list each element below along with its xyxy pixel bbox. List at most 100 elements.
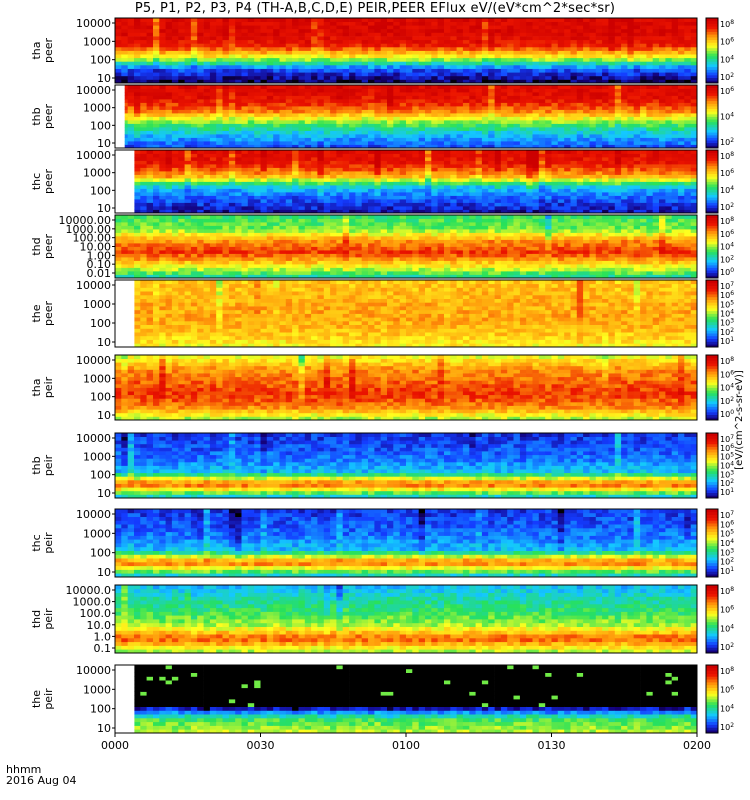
spectrogram-cell: [437, 153, 445, 158]
spectrogram-cell: [633, 43, 641, 48]
spectrogram-cell: [640, 50, 647, 55]
spectrogram-cell: [216, 164, 223, 168]
spectrogram-cell: [665, 171, 673, 175]
spectrogram-cell: [323, 21, 331, 26]
spectrogram-cell: [671, 32, 679, 37]
spectrogram-cell: [317, 188, 325, 193]
spectrogram-cell: [349, 188, 356, 193]
spectrogram-cell: [330, 127, 337, 131]
spectrogram-cell: [178, 202, 185, 207]
spectrogram-cell: [153, 188, 160, 193]
spectrogram-cell: [595, 61, 603, 66]
spectrogram-cell: [412, 123, 419, 128]
spectrogram-cell: [235, 160, 242, 165]
spectrogram-cell: [450, 171, 457, 175]
spectrogram-cell: [627, 192, 635, 196]
spectrogram-cell: [273, 178, 280, 182]
spectrogram-cell: [462, 127, 470, 131]
spectrogram-cell: [627, 57, 635, 62]
spectrogram-cell: [146, 36, 154, 41]
spectrogram-cell: [659, 36, 666, 41]
spectrogram-cell: [298, 99, 306, 103]
spectrogram-cell: [330, 188, 337, 193]
spectrogram-cell: [197, 141, 204, 145]
spectrogram-cell: [595, 185, 603, 189]
spectrogram-cell: [450, 167, 457, 172]
spectrogram-cell: [481, 206, 489, 210]
spectrogram-cell: [488, 123, 495, 128]
spectrogram-cell: [621, 109, 628, 114]
spectrogram-cell: [640, 167, 647, 172]
spectrogram-cell: [197, 157, 204, 161]
spectrogram-cell: [671, 25, 679, 30]
spectrogram-cell: [153, 134, 160, 138]
spectrogram-cell: [247, 174, 255, 179]
spectrogram-cell: [526, 64, 533, 69]
colorbar-segment: [706, 129, 718, 133]
spectrogram-cell: [273, 72, 280, 77]
spectrogram-cell: [526, 39, 533, 44]
spectrogram-cell: [374, 185, 382, 189]
spectrogram-cell: [412, 202, 419, 207]
spectrogram-cell: [444, 185, 451, 189]
spectrogram-cell: [488, 199, 495, 203]
spectrogram-cell: [646, 99, 654, 103]
spectrogram-cell: [425, 64, 432, 69]
spectrogram-cell: [431, 95, 438, 100]
spectrogram-cell: [216, 123, 223, 128]
spectrogram-cell: [684, 113, 691, 117]
spectrogram-cell: [418, 28, 426, 33]
spectrogram-cell: [538, 75, 546, 80]
spectrogram-cell: [216, 46, 223, 51]
spectrogram-cell: [608, 109, 616, 114]
spectrogram-cell: [570, 50, 578, 55]
spectrogram-cell: [355, 185, 363, 189]
spectrogram-cell: [595, 157, 603, 161]
spectrogram-cell: [475, 153, 483, 158]
spectrogram-cell: [659, 57, 666, 62]
spectrogram-cell: [399, 61, 407, 66]
spectrogram-cell: [551, 171, 559, 175]
spectrogram-cell: [216, 92, 223, 96]
spectrogram-cell: [406, 54, 413, 59]
spectrogram-cell: [349, 120, 356, 124]
spectrogram-cell: [564, 116, 571, 121]
spectrogram-cell: [633, 160, 641, 165]
spectrogram-cell: [608, 39, 616, 44]
spectrogram-cell: [444, 50, 451, 55]
spectrogram-cell: [545, 167, 552, 172]
spectrogram-cell: [349, 134, 356, 138]
spectrogram-cell: [412, 195, 419, 200]
spectrogram-cell: [323, 116, 331, 121]
spectrogram-cell: [279, 185, 287, 189]
spectrogram-cell: [583, 43, 590, 48]
spectrogram-cell: [380, 127, 388, 131]
spectrogram-cell: [437, 188, 445, 193]
spectrogram-cell: [247, 192, 255, 196]
spectrogram-cell: [298, 116, 306, 121]
spectrogram-cell: [298, 178, 306, 182]
spectrogram-cell: [494, 64, 502, 69]
spectrogram-cell: [621, 157, 628, 161]
spectrogram-cell: [330, 61, 337, 66]
spectrogram-cell: [526, 57, 533, 62]
spectrogram-cell: [140, 153, 147, 158]
spectrogram-cell: [488, 167, 495, 172]
spectrogram-cell: [513, 57, 521, 62]
spectrogram-cell: [678, 185, 685, 189]
spectrogram-cell: [488, 99, 495, 103]
spectrogram-cell: [298, 160, 306, 165]
spectrogram-cell: [646, 79, 654, 84]
spectrogram-cell: [336, 141, 344, 145]
spectrogram-cell: [273, 209, 280, 214]
spectrogram-cell: [659, 144, 666, 149]
spectrogram-cell: [437, 185, 445, 189]
spectrogram-cell: [178, 171, 185, 175]
spectrogram-cell: [330, 206, 337, 210]
spectrogram-cell: [519, 79, 527, 84]
spectrogram-cell: [570, 206, 578, 210]
spectrogram-cell: [507, 102, 514, 107]
spectrogram-cell: [361, 54, 369, 59]
spectrogram-cell: [349, 164, 356, 168]
spectrogram-cell: [425, 68, 432, 73]
